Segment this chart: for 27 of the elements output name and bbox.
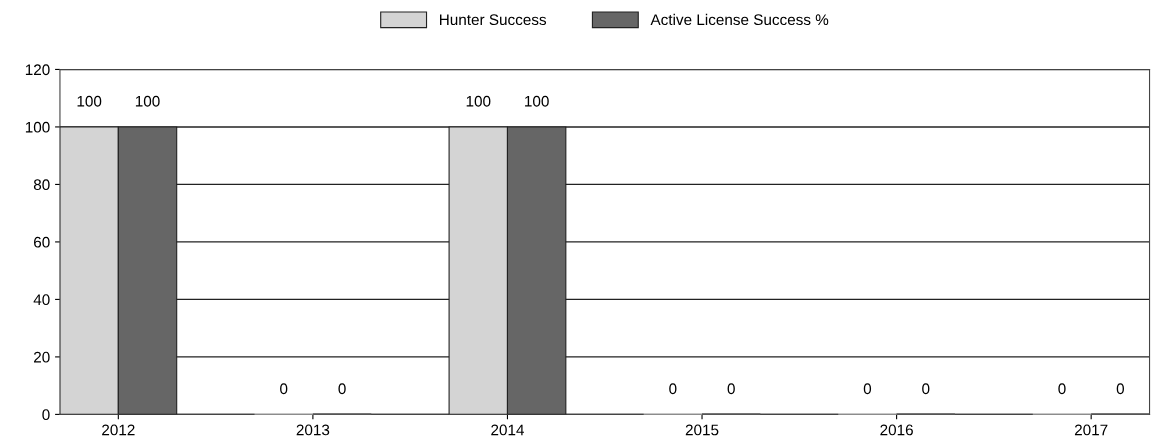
x-tick-label: 2017 xyxy=(1074,424,1108,436)
y-tick-label: 40 xyxy=(33,294,50,306)
x-tick-label: 2015 xyxy=(685,424,719,436)
data-label: 0 xyxy=(922,383,930,395)
data-label: 0 xyxy=(338,383,346,395)
data-label: 0 xyxy=(669,383,677,395)
data-label: 0 xyxy=(863,383,872,395)
y-tick-label: 20 xyxy=(34,351,50,363)
data-label: 100 xyxy=(525,95,549,107)
y-tick-label: 0 xyxy=(42,409,50,421)
legend-label: Hunter Success xyxy=(440,14,547,26)
data-label: 0 xyxy=(1058,383,1066,395)
y-tick-label: 100 xyxy=(25,121,50,133)
x-tick-label: 2016 xyxy=(880,424,913,436)
y-tick-label: 120 xyxy=(25,64,50,76)
data-label: 0 xyxy=(1116,383,1125,395)
data-label: 100 xyxy=(466,95,491,107)
data-label: 0 xyxy=(280,383,288,395)
y-tick-label: 60 xyxy=(34,236,50,248)
data-label: 0 xyxy=(727,383,735,395)
x-tick-label: 2014 xyxy=(491,424,525,436)
legend-label: Active License Success % xyxy=(650,13,829,26)
data-label: 100 xyxy=(77,95,102,107)
x-tick-label: 2012 xyxy=(102,424,135,436)
data-label: 100 xyxy=(135,95,160,107)
x-tick-label: 2013 xyxy=(296,424,330,436)
y-tick-label: 80 xyxy=(33,179,50,191)
